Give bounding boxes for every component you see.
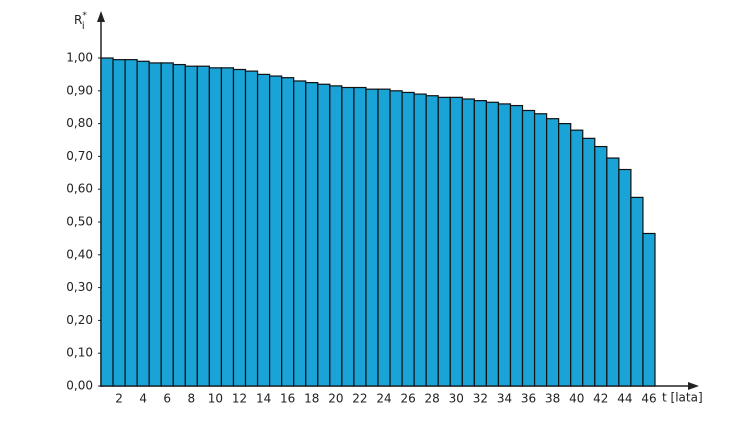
bar bbox=[546, 118, 560, 387]
bar bbox=[208, 67, 223, 387]
y-tick-label: 1,00 bbox=[66, 51, 93, 65]
x-tick-label: 42 bbox=[593, 392, 608, 406]
bar bbox=[244, 70, 259, 387]
y-tick-label: 0,00 bbox=[66, 379, 93, 393]
x-tick-label: 10 bbox=[208, 392, 223, 406]
bar bbox=[509, 104, 524, 387]
bar bbox=[112, 59, 126, 387]
x-tick-label: 2 bbox=[115, 392, 123, 406]
bar bbox=[148, 62, 162, 387]
bar bbox=[473, 100, 487, 387]
x-tick-label: 36 bbox=[521, 392, 536, 406]
bar bbox=[521, 109, 536, 387]
bar bbox=[413, 93, 427, 387]
bar bbox=[437, 96, 451, 387]
bar bbox=[582, 137, 596, 387]
bar bbox=[485, 101, 500, 387]
bar bbox=[269, 75, 283, 387]
x-tick-label: 46 bbox=[641, 392, 656, 406]
bar bbox=[293, 80, 307, 387]
x-arrow bbox=[688, 382, 699, 390]
y-tick-label: 0,80 bbox=[66, 116, 93, 130]
y-tick-label: 0,20 bbox=[66, 313, 93, 327]
y-tick-label: 0,40 bbox=[66, 247, 93, 261]
bar bbox=[606, 157, 620, 387]
x-tick-label: 14 bbox=[256, 392, 271, 406]
x-tick-label: 40 bbox=[569, 392, 584, 406]
bar bbox=[196, 65, 210, 387]
x-tick-label: 20 bbox=[328, 392, 343, 406]
bar bbox=[220, 67, 235, 387]
y-tick-label: 0,90 bbox=[66, 83, 93, 97]
x-axis-title: t [lata] bbox=[662, 391, 703, 405]
x-tick-label: 12 bbox=[232, 392, 247, 406]
x-tick-label: 34 bbox=[497, 392, 512, 406]
x-tick-label: 44 bbox=[617, 392, 632, 406]
bar bbox=[558, 122, 572, 387]
bar bbox=[341, 86, 355, 387]
bar bbox=[570, 129, 584, 387]
bar bbox=[594, 145, 608, 387]
y-axis-title-sub: i bbox=[82, 21, 85, 32]
bar bbox=[461, 98, 475, 387]
bar bbox=[618, 168, 632, 387]
bar bbox=[389, 90, 403, 387]
x-tick-label: 28 bbox=[425, 392, 440, 406]
y-axis-title: R* i bbox=[74, 11, 87, 33]
bar bbox=[497, 103, 512, 387]
y-arrow bbox=[97, 11, 105, 22]
bar bbox=[100, 57, 114, 387]
bar bbox=[630, 196, 644, 387]
bar bbox=[401, 91, 415, 387]
x-tick-label: 30 bbox=[449, 392, 464, 406]
y-tick-label: 0,30 bbox=[66, 280, 93, 294]
bar bbox=[642, 232, 656, 387]
bar bbox=[533, 113, 548, 387]
x-tick-label: 26 bbox=[400, 392, 415, 406]
y-tick-label: 0,60 bbox=[66, 182, 93, 196]
y-axis-title-sup: * bbox=[82, 11, 87, 21]
bar bbox=[172, 63, 186, 387]
bar bbox=[160, 62, 174, 387]
x-tick-label: 24 bbox=[376, 392, 391, 406]
x-tick-label: 8 bbox=[188, 392, 196, 406]
y-tick-label: 0,50 bbox=[66, 215, 93, 229]
x-tick-label: 16 bbox=[280, 392, 295, 406]
x-tick-label: 6 bbox=[163, 392, 171, 406]
bar bbox=[281, 77, 295, 387]
bar bbox=[329, 85, 343, 387]
x-tick-label: 18 bbox=[304, 392, 319, 406]
bar bbox=[365, 88, 379, 387]
x-tick-label: 22 bbox=[352, 392, 367, 406]
bar bbox=[377, 88, 391, 387]
y-axis-title-base: R bbox=[74, 13, 82, 27]
x-tick-label: 32 bbox=[473, 392, 488, 406]
bar bbox=[305, 81, 319, 387]
y-tick-label: 0,70 bbox=[66, 149, 93, 163]
bar bbox=[353, 86, 367, 387]
y-tick-label: 0,10 bbox=[66, 346, 93, 360]
bar bbox=[136, 60, 150, 387]
x-tick-label: 4 bbox=[139, 392, 147, 406]
bar bbox=[256, 73, 271, 387]
bar bbox=[124, 59, 138, 387]
bar bbox=[317, 83, 331, 387]
x-tick-label: 38 bbox=[545, 392, 560, 406]
bar bbox=[232, 68, 247, 387]
bar bbox=[184, 65, 198, 387]
bar bbox=[449, 96, 463, 387]
bar bbox=[425, 95, 439, 387]
